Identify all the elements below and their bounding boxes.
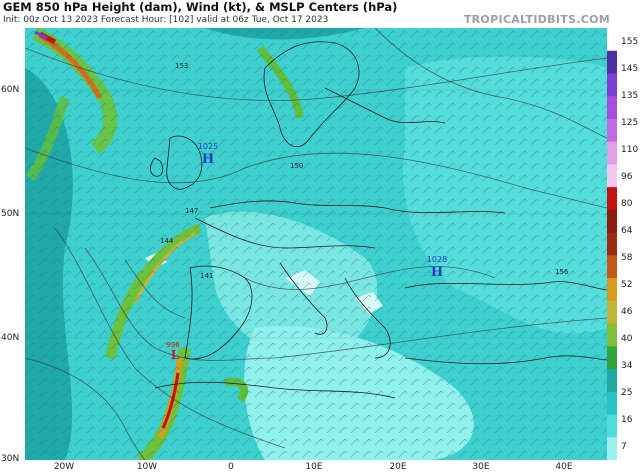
lon-label: 0 <box>228 462 234 472</box>
colorbar-tick-label: 64 <box>621 225 633 236</box>
contour-label: 147 <box>185 207 198 215</box>
colorbar-segment <box>607 96 617 120</box>
map-title: GEM 850 hPa Height (dam), Wind (kt), & M… <box>3 0 398 14</box>
wind-barbs <box>25 28 607 460</box>
colorbar-segment <box>607 232 617 256</box>
high-pressure-symbol: H <box>431 265 443 280</box>
contour-label: 150 <box>290 162 303 170</box>
graticule <box>25 89 607 339</box>
colorbar-tick-label: 25 <box>621 387 633 398</box>
colorbar-segment <box>607 437 617 460</box>
colorbar-segment <box>607 73 617 97</box>
lat-label: 40N <box>1 333 20 343</box>
colorbar-segment <box>607 50 617 74</box>
map-subtitle: Init: 00z Oct 13 2023 Forecast Hour: [10… <box>3 15 329 25</box>
lon-label: 10E <box>305 462 323 472</box>
coastlines <box>150 41 607 399</box>
contour-label: 156 <box>555 268 569 276</box>
contour-label: 141 <box>200 272 213 280</box>
pressure-center-value: 1028 <box>427 255 447 264</box>
lat-label: 50N <box>1 209 20 219</box>
colorbar-tick-label: 46 <box>621 306 633 317</box>
lon-label: 10W <box>136 462 158 472</box>
weather-map: 1025 H 1028 H 996 L 150 153 156 147 144 … <box>25 28 607 460</box>
colorbar-tick-label: 135 <box>621 90 639 101</box>
colorbar-tick-label: 145 <box>621 63 639 74</box>
contour-label: 144 <box>160 237 174 245</box>
low-pressure-symbol: L <box>171 348 180 362</box>
colorbar-segment <box>607 414 617 438</box>
colorbar-segment <box>607 187 617 211</box>
colorbar-tick-label: 96 <box>621 171 633 182</box>
contour-label: 153 <box>175 62 188 70</box>
pressure-center-low-iberia: 996 L <box>166 341 180 362</box>
height-contours <box>25 28 607 460</box>
lat-label: 60N <box>1 85 20 95</box>
pressure-center-value: 996 <box>166 341 180 349</box>
colorbar-labels: 155 145 135 125 110 96 80 64 58 52 46 40 34 25 16 7 <box>619 28 640 460</box>
colorbar-tick-label: 34 <box>621 360 633 371</box>
pressure-center-high-uk: 1025 H <box>198 142 218 167</box>
colorbar-tick-label: 40 <box>621 333 633 344</box>
brand-label: TROPICALTIDBITS.COM <box>463 13 610 26</box>
colorbar-segment <box>607 323 617 347</box>
colorbar <box>607 28 617 460</box>
header-bar: GEM 850 hPa Height (dam), Wind (kt), & M… <box>0 0 640 28</box>
pressure-center-high-balkans: 1028 H <box>427 255 447 280</box>
lon-label: 20W <box>53 462 75 472</box>
colorbar-segment <box>607 141 617 165</box>
colorbar-segment <box>607 369 617 393</box>
colorbar-segment <box>607 164 617 188</box>
colorbar-segment <box>607 255 617 279</box>
colorbar-segment <box>607 118 617 143</box>
colorbar-tick-label: 125 <box>621 117 639 128</box>
colorbar-tick-label: 16 <box>621 414 633 425</box>
pressure-center-value: 1025 <box>198 142 218 151</box>
colorbar-tick-label: 80 <box>621 198 633 209</box>
colorbar-segment <box>607 346 617 370</box>
lon-label: 40E <box>555 462 573 472</box>
colorbar-segment <box>607 209 617 234</box>
colorbar-tick-label: 58 <box>621 252 633 263</box>
colorbar-segment <box>607 278 617 302</box>
lon-label: 30E <box>472 462 490 472</box>
colorbar-tick-label: 52 <box>621 279 633 290</box>
colorbar-tick-label: 7 <box>621 441 627 452</box>
lat-label: 30N <box>1 454 20 464</box>
high-pressure-symbol: H <box>202 152 214 167</box>
colorbar-segment <box>607 391 617 416</box>
lon-label: 20E <box>389 462 407 472</box>
colorbar-segment <box>607 28 617 52</box>
colorbar-tick-label: 155 <box>621 36 639 47</box>
colorbar-tick-label: 110 <box>621 144 639 155</box>
colorbar-segment <box>607 300 617 325</box>
